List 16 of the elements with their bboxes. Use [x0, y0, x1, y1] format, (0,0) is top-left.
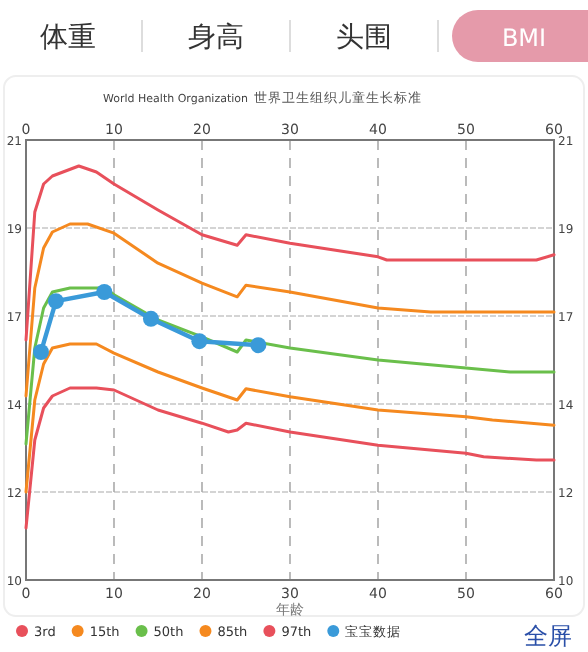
text: 体重 — [40, 22, 96, 54]
line-series — [24, 386, 556, 530]
line-series — [24, 286, 556, 446]
line-series — [24, 342, 556, 494]
point — [32, 344, 49, 360]
text: 头围 — [336, 22, 392, 54]
point — [142, 310, 159, 327]
point — [96, 284, 113, 300]
point — [47, 293, 64, 310]
text: 身高 — [188, 22, 244, 54]
text: BMI — [501, 24, 547, 52]
point — [191, 333, 208, 350]
line-series — [24, 164, 556, 342]
point — [250, 337, 267, 354]
text: 全屏 — [524, 622, 572, 650]
line-series — [24, 222, 556, 398]
